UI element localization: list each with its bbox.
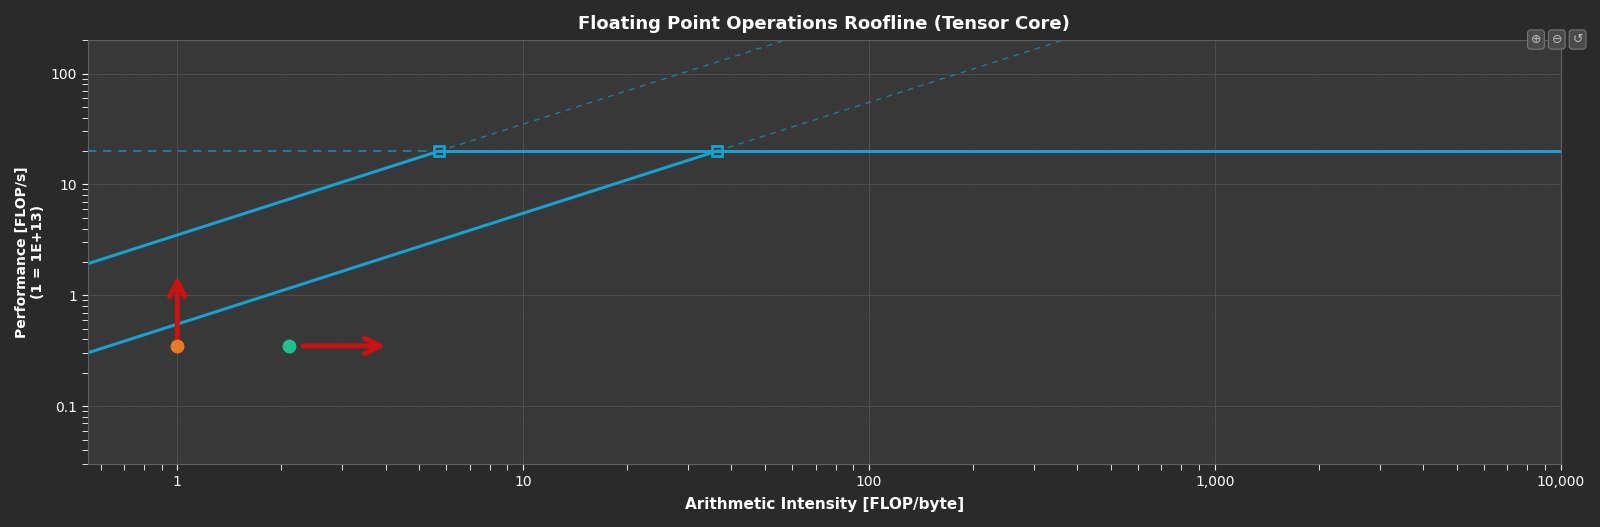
Text: ⊖: ⊖ <box>1552 33 1562 46</box>
Title: Floating Point Operations Roofline (Tensor Core): Floating Point Operations Roofline (Tens… <box>578 15 1070 33</box>
Text: ⊕: ⊕ <box>1531 33 1541 46</box>
Text: ↺: ↺ <box>1573 33 1582 46</box>
Y-axis label: Performance [FLOP/s]
(1 = 1E+13): Performance [FLOP/s] (1 = 1E+13) <box>14 167 45 338</box>
X-axis label: Arithmetic Intensity [FLOP/byte]: Arithmetic Intensity [FLOP/byte] <box>685 497 963 512</box>
